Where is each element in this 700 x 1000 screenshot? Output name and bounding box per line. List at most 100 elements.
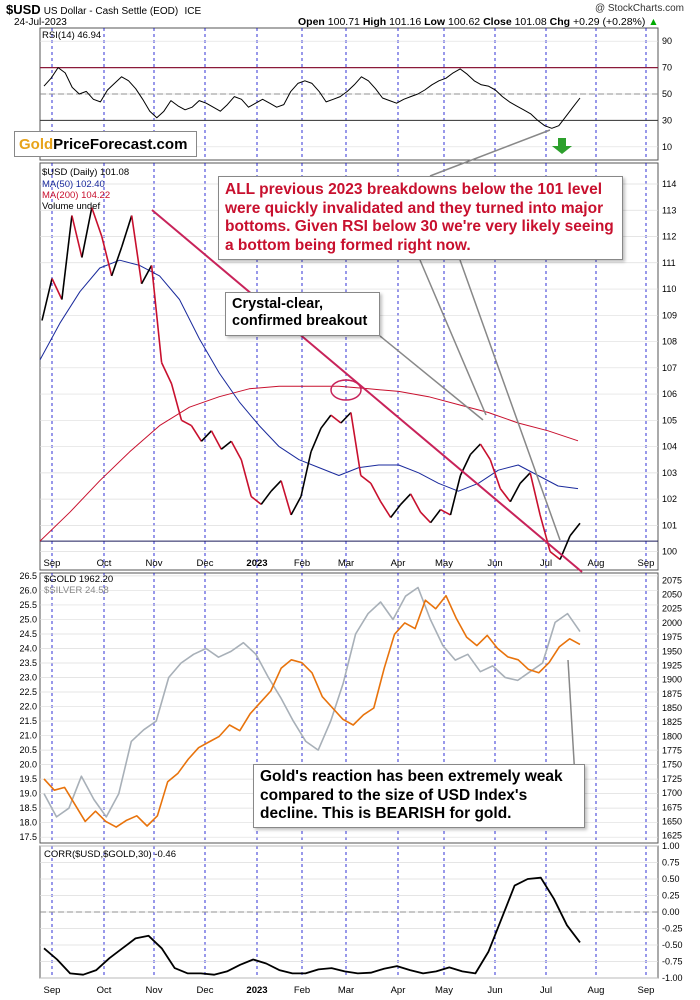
breakout-circle: [330, 379, 362, 401]
price-legend-usd: $USD (Daily) 101.08: [42, 167, 129, 178]
price-y-tick-label: 110: [662, 284, 676, 294]
silver-legend: $SILVER 24.58: [44, 585, 109, 596]
price-bar-segment: [200, 430, 212, 442]
callout-breakout: Crystal-clear, confirmed breakout: [225, 292, 380, 336]
corr-y-tick-label: 0.50: [662, 874, 680, 884]
breakout-pointer-line: [379, 335, 484, 421]
price-bar-segment: [81, 207, 93, 258]
exchange: ICE: [184, 6, 202, 17]
rsi-y-tick-label: 10: [662, 142, 672, 152]
open-label: Open: [298, 16, 325, 28]
corr-x-tick-label: 2023: [246, 985, 267, 996]
bottom-pointer-line-1: [419, 259, 487, 416]
price-x-tick-label: Jul: [540, 558, 552, 569]
close-value: 101.08: [514, 16, 547, 28]
price-legend-volume: Volume undef: [42, 201, 100, 212]
price-bar-segment: [469, 443, 481, 456]
symbol: $USD: [6, 2, 41, 17]
gold-right-y-tick-label: 1650: [662, 816, 682, 826]
price-bar-segment: [509, 482, 521, 503]
price-y-tick-label: 105: [662, 415, 677, 425]
price-y-tick-label: 113: [662, 205, 676, 215]
price-legend-ma50: MA(50) 102.40: [42, 179, 105, 190]
gold-right-y-tick-label: 1875: [662, 689, 682, 699]
price-legend-ma200: MA(200) 104.22: [42, 190, 110, 201]
price-bar-segment: [350, 412, 362, 476]
corr-y-tick-label: 0.75: [662, 858, 680, 868]
price-x-tick-label: Feb: [294, 558, 310, 569]
gold-left-y-tick-label: 25.5: [19, 600, 37, 610]
price-x-tick-label: May: [435, 558, 453, 569]
gold-left-y-tick-label: 23.0: [19, 673, 37, 683]
price-bar-segment: [499, 488, 511, 503]
gold-left-y-tick-label: 22.5: [19, 687, 37, 697]
rsi-line: [43, 67, 581, 129]
price-y-tick-label: 103: [662, 468, 677, 478]
callout-gold-reaction: Gold's reaction has been extremely weak …: [253, 764, 585, 828]
corr-x-tick-label: Sep: [44, 985, 61, 996]
gold-left-y-tick-label: 20.0: [19, 760, 37, 770]
price-bar-segment: [120, 215, 133, 248]
ohlc-bar: Open 100.71 High 101.16 Low 100.62 Close…: [298, 16, 659, 28]
price-y-tick-label: 114: [662, 179, 676, 189]
price-bar-segment: [310, 427, 322, 453]
price-y-tick-label: 112: [662, 232, 676, 242]
price-x-tick-label: Apr: [391, 558, 406, 569]
gold-left-y-tick-label: 21.5: [19, 716, 37, 726]
price-bar-segment: [489, 459, 502, 489]
price-bar-segment: [290, 496, 302, 516]
corr-x-tick-label: Jul: [540, 985, 552, 996]
gold-left-y-tick-label: 17.5: [19, 832, 37, 842]
gold-right-y-tick-label: 2050: [662, 590, 682, 600]
low-value: 100.62: [448, 16, 481, 28]
gold-right-y-tick-label: 1975: [662, 632, 682, 642]
price-y-tick-label: 101: [662, 520, 677, 530]
downtrend-line: [151, 209, 583, 573]
price-bar-segment: [529, 472, 541, 516]
corr-x-tick-label: Oct: [97, 985, 112, 996]
gold-right-y-tick-label: 1725: [662, 774, 682, 784]
price-bar-segment: [230, 440, 243, 461]
gold-left-y-tick-label: 26.5: [19, 571, 37, 581]
callout-bottom-note: ALL previous 2023 breakdowns below the 1…: [218, 176, 623, 260]
symbol-description: US Dollar - Cash Settle (EOD): [43, 6, 179, 17]
corr-x-tick-label: Dec: [197, 985, 214, 996]
gold-right-y-tick-label: 1850: [662, 703, 682, 713]
corr-y-tick-label: -1.00: [662, 973, 683, 983]
corr-x-tick-label: Nov: [146, 985, 163, 996]
rsi-legend: RSI(14) 46.94: [42, 30, 101, 41]
corr-y-tick-label: -0.75: [662, 957, 683, 967]
gold-right-y-tick-label: 1750: [662, 760, 682, 770]
price-x-tick-label: Oct: [97, 558, 112, 569]
gold-legend: $GOLD 1962.20: [44, 574, 113, 585]
corr-x-tick-label: Mar: [338, 985, 354, 996]
price-bar-segment: [549, 550, 561, 561]
price-bar-segment: [320, 414, 332, 429]
rsi-y-tick-label: 90: [662, 36, 672, 46]
gold-right-y-tick-label: 2000: [662, 618, 682, 628]
price-bar-segment: [370, 482, 382, 503]
price-bar-segment: [170, 383, 183, 421]
price-bar-segment: [409, 493, 422, 513]
corr-y-tick-label: 0.25: [662, 891, 680, 901]
price-bar-segment: [220, 440, 232, 450]
gold-right-y-tick-label: 2075: [662, 575, 682, 585]
gold-left-y-tick-label: 19.5: [19, 774, 37, 784]
price-bar-segment: [250, 495, 262, 506]
price-panel-frame: [39, 162, 659, 571]
corr-x-tick-label: Jun: [487, 985, 502, 996]
low-label: Low: [424, 16, 446, 28]
price-bar-segment: [300, 451, 312, 497]
price-bar-segment: [130, 215, 143, 284]
price-bar-segment: [260, 490, 272, 505]
gold-left-y-tick-label: 24.0: [19, 643, 37, 653]
gold-right-y-tick-label: 1950: [662, 646, 682, 656]
gold-right-y-tick-label: 1775: [662, 746, 682, 756]
price-bar-segment: [110, 246, 123, 277]
price-bar-segment: [449, 475, 462, 516]
corr-x-tick-label: Apr: [391, 985, 406, 996]
price-bar-segment: [240, 459, 252, 497]
price-bar-segment: [569, 522, 581, 537]
gold-left-y-tick-label: 18.5: [19, 803, 37, 813]
